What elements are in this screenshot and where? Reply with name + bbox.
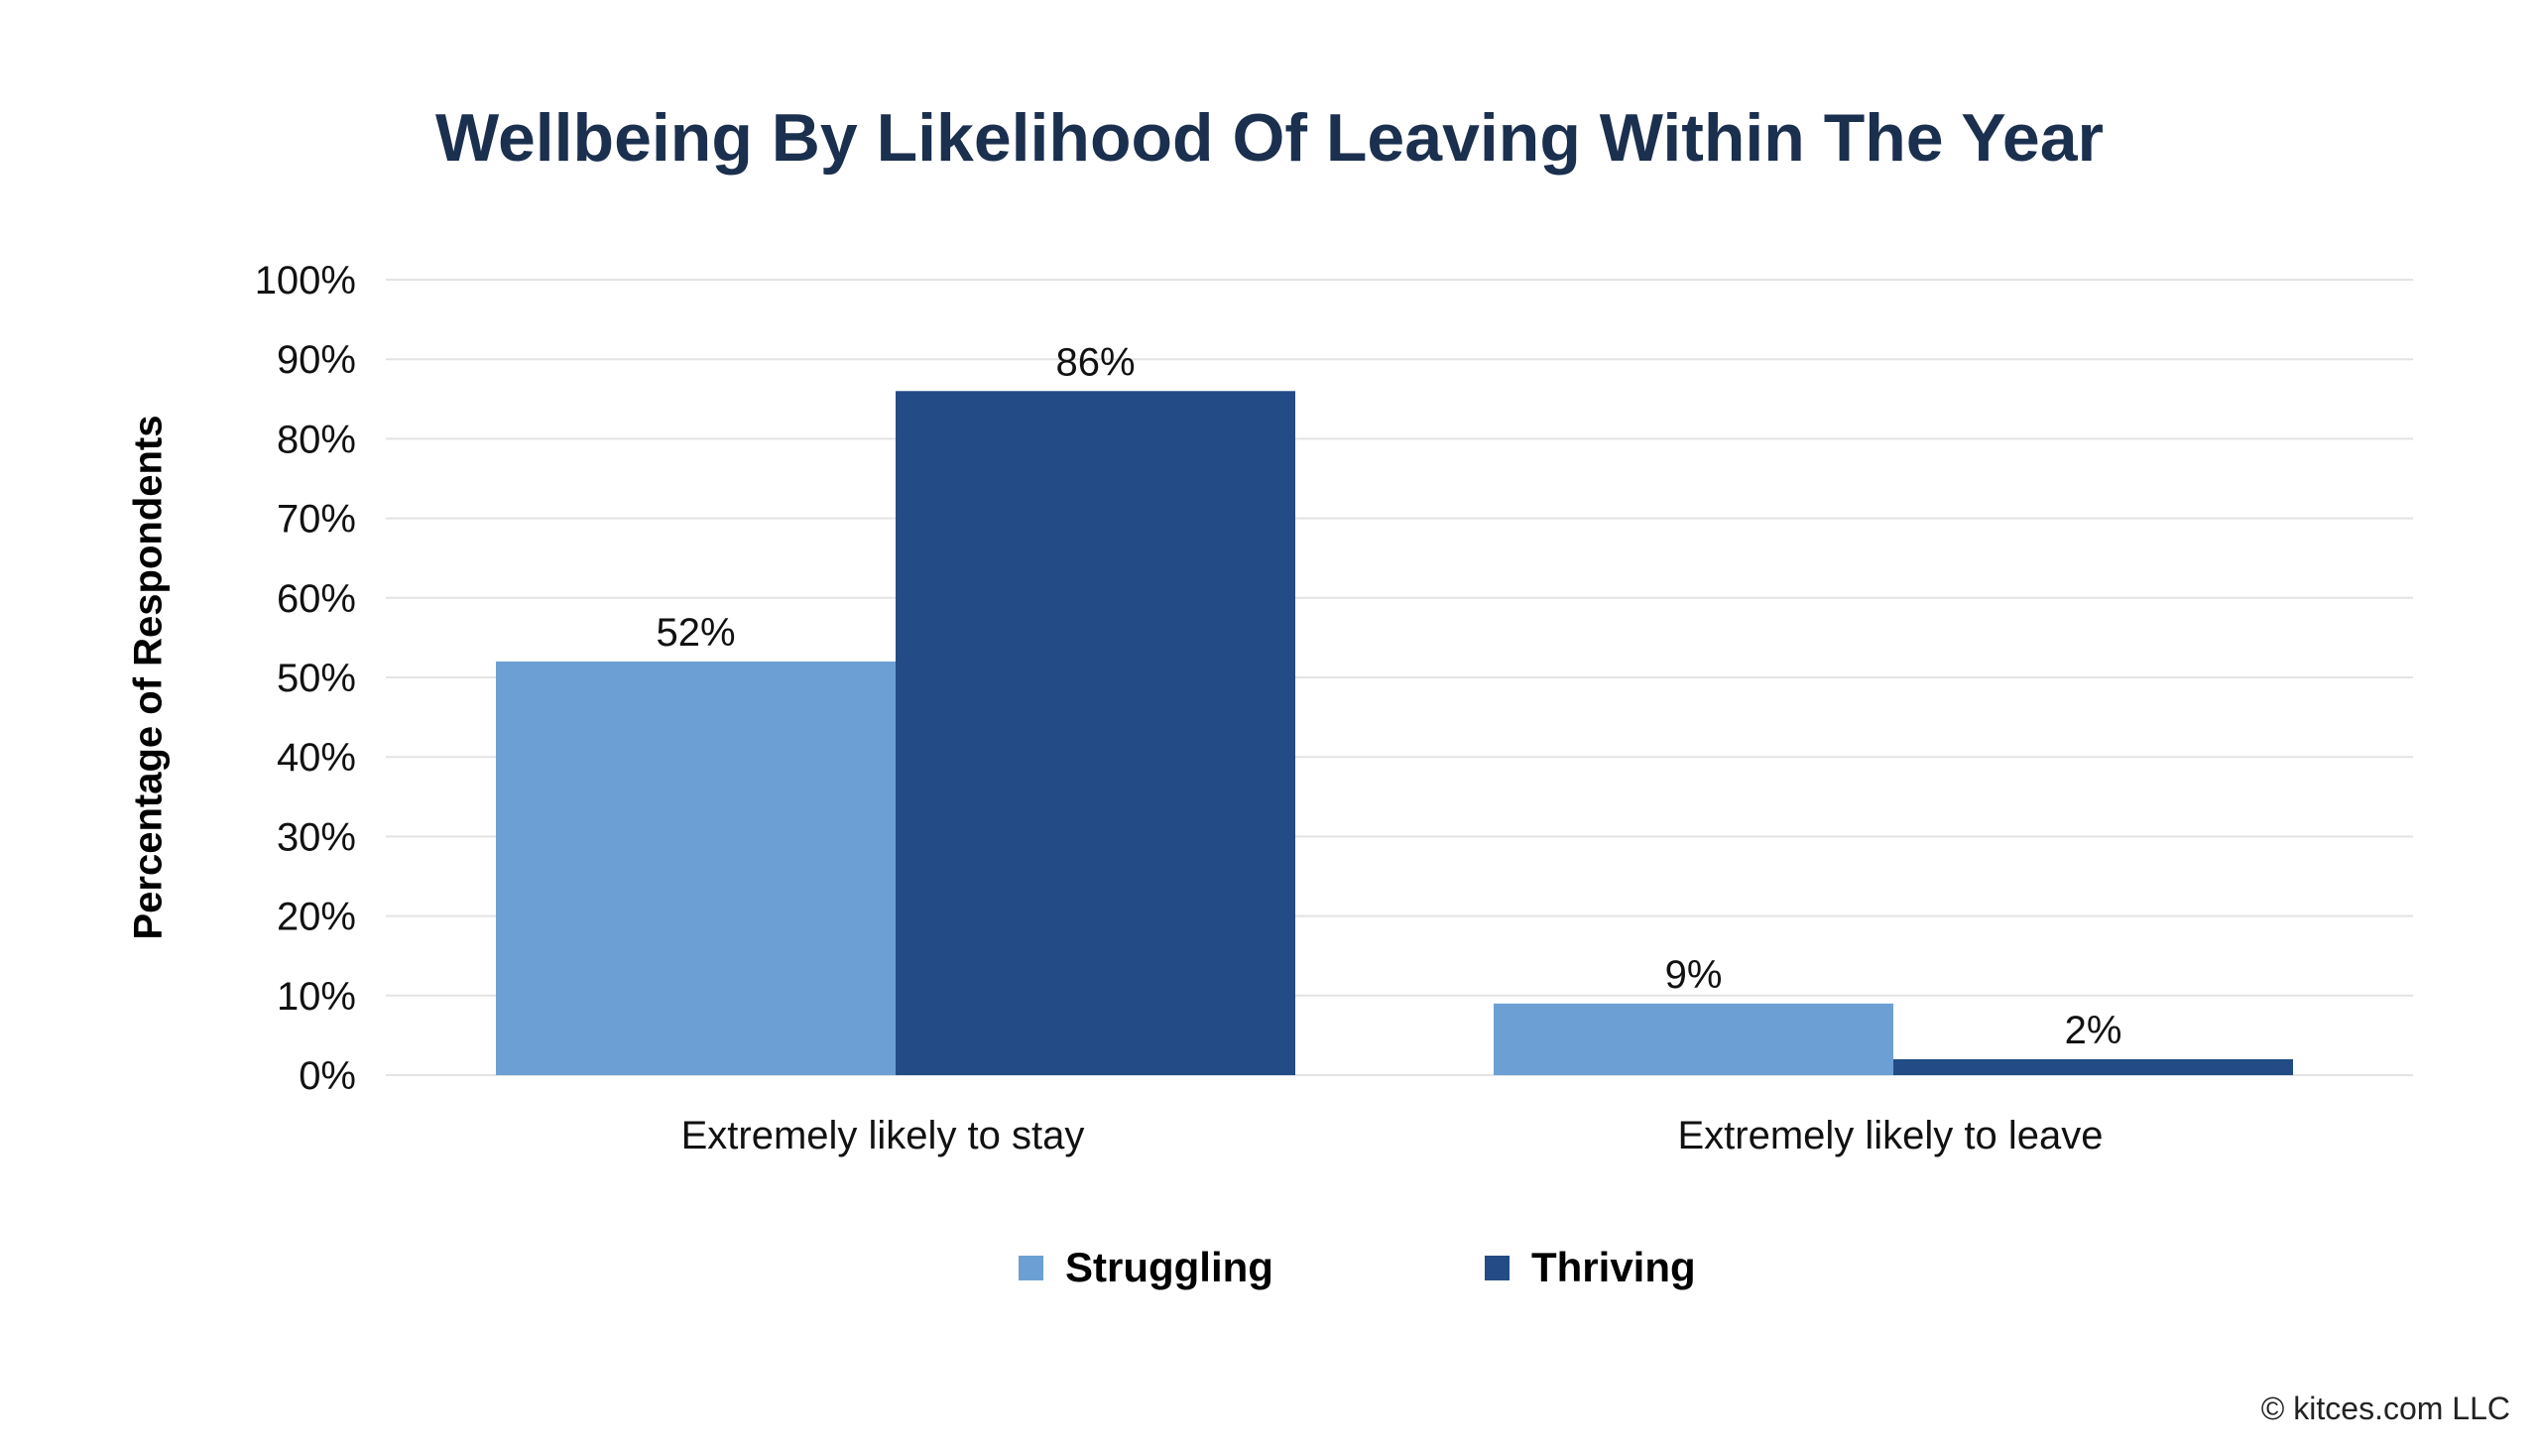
y-tick-label: 0% xyxy=(299,1054,356,1098)
legend-item-struggling: Struggling xyxy=(1019,1244,1273,1291)
data-label: 2% xyxy=(2065,1009,2122,1052)
data-label: 86% xyxy=(1055,340,1135,384)
legend-label-thriving: Thriving xyxy=(1531,1244,1696,1290)
y-tick-label: 10% xyxy=(277,975,356,1019)
legend-label-struggling: Struggling xyxy=(1065,1244,1273,1290)
x-tick-label: Extremely likely to leave xyxy=(1677,1114,2103,1157)
bar-struggling xyxy=(1494,1003,1893,1075)
y-tick-label: 50% xyxy=(277,657,356,700)
data-label: 52% xyxy=(656,611,735,655)
y-tick-label: 20% xyxy=(277,896,356,939)
y-tick-label: 30% xyxy=(277,815,356,859)
y-tick-label: 70% xyxy=(277,498,356,542)
y-tick-label: 100% xyxy=(255,259,356,303)
bar-thriving xyxy=(896,391,1295,1075)
bar-struggling xyxy=(496,661,896,1075)
bar-thriving xyxy=(1893,1058,2293,1075)
y-tick-label: 40% xyxy=(277,736,356,780)
legend-swatch-thriving xyxy=(1485,1255,1510,1280)
x-tick-label: Extremely likely to stay xyxy=(681,1114,1085,1157)
y-tick-label: 80% xyxy=(277,418,356,461)
chart-title: Wellbeing By Likelihood Of Leaving Withi… xyxy=(434,100,2104,176)
data-label: 9% xyxy=(1665,953,1723,997)
legend-swatch-struggling xyxy=(1019,1255,1043,1280)
legend-item-thriving: Thriving xyxy=(1485,1244,1696,1291)
y-tick-label: 60% xyxy=(277,577,356,621)
y-tick-label: 90% xyxy=(277,338,356,382)
copyright: © kitces.com LLC xyxy=(2260,1391,2510,1426)
